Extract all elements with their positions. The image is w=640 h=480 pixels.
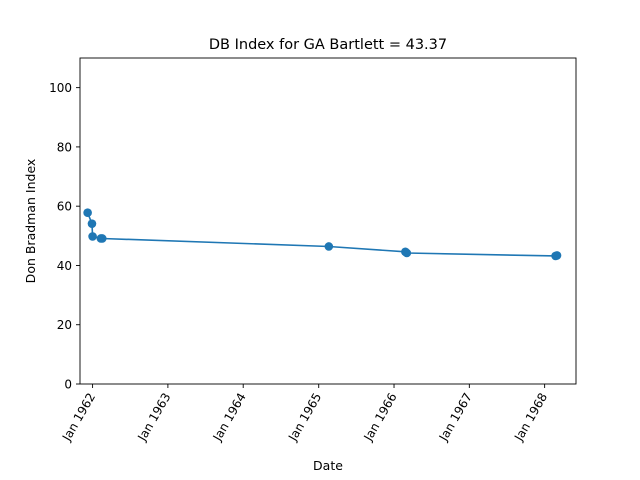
data-point — [83, 208, 92, 218]
x-tick-label: Jan 1966 — [361, 391, 400, 445]
data-point — [87, 219, 97, 228]
x-tick-label: Jan 1964 — [210, 391, 249, 445]
y-tick-label: 60 — [57, 200, 72, 214]
x-axis-label: Date — [313, 458, 343, 473]
x-axis: Jan 1962 Jan 1963 Jan 1964 Jan 1965 Jan 1966… — [59, 384, 550, 444]
plot-frame — [79, 57, 577, 385]
data-point — [402, 248, 412, 258]
data-point — [324, 242, 334, 251]
y-tick-label: 80 — [57, 140, 72, 154]
y-tick-label: 100 — [49, 81, 72, 95]
y-tick-label: 20 — [57, 318, 72, 332]
series-line — [86, 212, 558, 257]
data-point — [552, 251, 562, 260]
x-tick-label: Jan 1963 — [134, 391, 173, 445]
chart-title: DB Index for GA Bartlett = 43.37 — [209, 37, 447, 53]
data-point — [97, 234, 107, 243]
plot-area — [80, 58, 576, 384]
x-tick-label: Jan 1962 — [59, 391, 98, 445]
data-point — [88, 232, 97, 241]
x-tick-label: Jan 1968 — [511, 391, 550, 445]
series-layer — [83, 208, 562, 261]
y-axis-label: Don Bradman Index — [23, 159, 38, 284]
y-tick-label: 0 — [64, 378, 72, 392]
y-axis: 0 20 40 60 80 100 — [49, 81, 80, 392]
x-tick-label: Jan 1967 — [436, 391, 475, 445]
y-tick-label: 40 — [57, 259, 72, 273]
x-tick-label: Jan 1965 — [285, 391, 324, 445]
